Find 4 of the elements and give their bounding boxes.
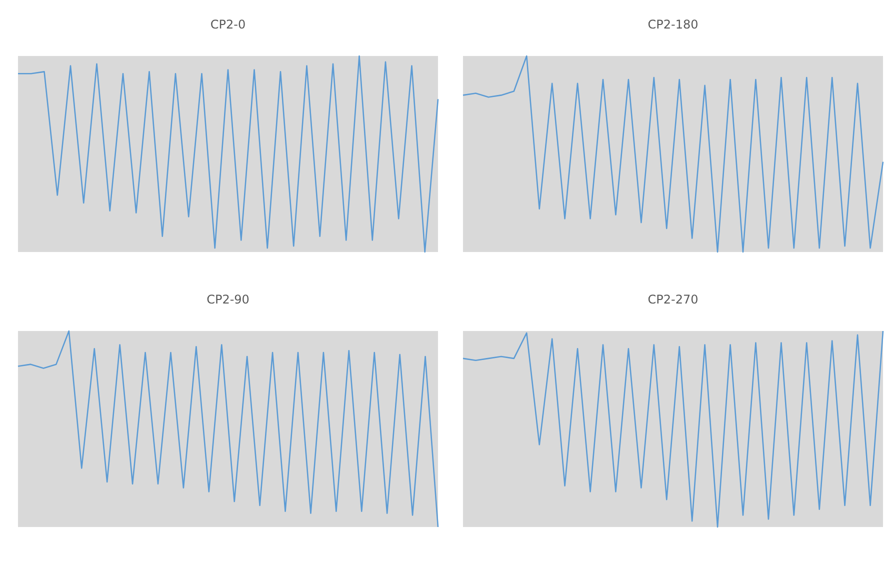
chart-title: CP2-90 bbox=[206, 292, 250, 306]
chart-title: CP2-270 bbox=[648, 292, 698, 306]
chart-title: CP2-0 bbox=[210, 17, 246, 32]
chart-title: CP2-180 bbox=[648, 17, 698, 32]
